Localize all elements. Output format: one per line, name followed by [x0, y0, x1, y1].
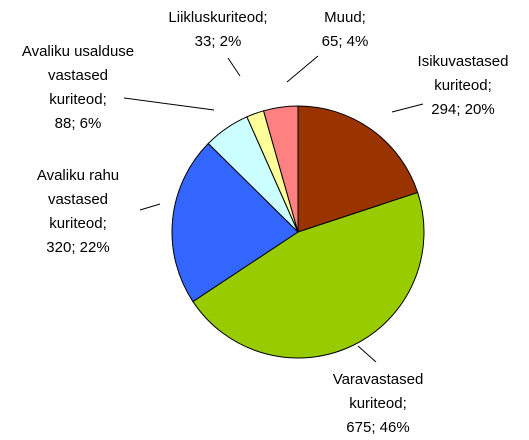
pie-slice: [171, 142, 299, 303]
leader-line: [357, 345, 377, 363]
pie-slice: [262, 105, 299, 233]
slice-label: 294; 20%: [431, 101, 494, 118]
slice-label: kuriteod;: [49, 215, 107, 232]
leader-line: [391, 103, 424, 113]
pie-slice: [297, 105, 419, 233]
slice-label: Avaliku usalduse: [22, 43, 134, 60]
leader-line: [123, 97, 215, 111]
slice-label: 320; 22%: [46, 239, 109, 256]
leader-line: [227, 57, 241, 77]
slice-label: Muud;: [324, 9, 366, 26]
slice-label: Isikuvastased: [418, 53, 509, 70]
leader-line: [286, 55, 319, 83]
leader-lines: [123, 55, 424, 363]
slice-label: vastased: [48, 191, 108, 208]
pie-slice: [192, 191, 425, 359]
slice-label: kuriteod;: [434, 77, 492, 94]
slice-label: Liikluskuriteod;: [168, 9, 267, 26]
slice-label: kuriteod;: [49, 91, 107, 108]
slice-label: Avaliku rahu: [37, 167, 119, 184]
slice-label: 88; 6%: [55, 115, 102, 132]
leader-line: [139, 203, 161, 211]
slice-label: Varavastased: [333, 371, 424, 388]
slice-label: vastased: [48, 67, 108, 84]
slice-label: 65; 4%: [322, 33, 369, 50]
slice-label: kuriteod;: [349, 395, 407, 412]
slice-label: 33; 2%: [195, 33, 242, 50]
slice-label: 675; 46%: [346, 419, 409, 436]
